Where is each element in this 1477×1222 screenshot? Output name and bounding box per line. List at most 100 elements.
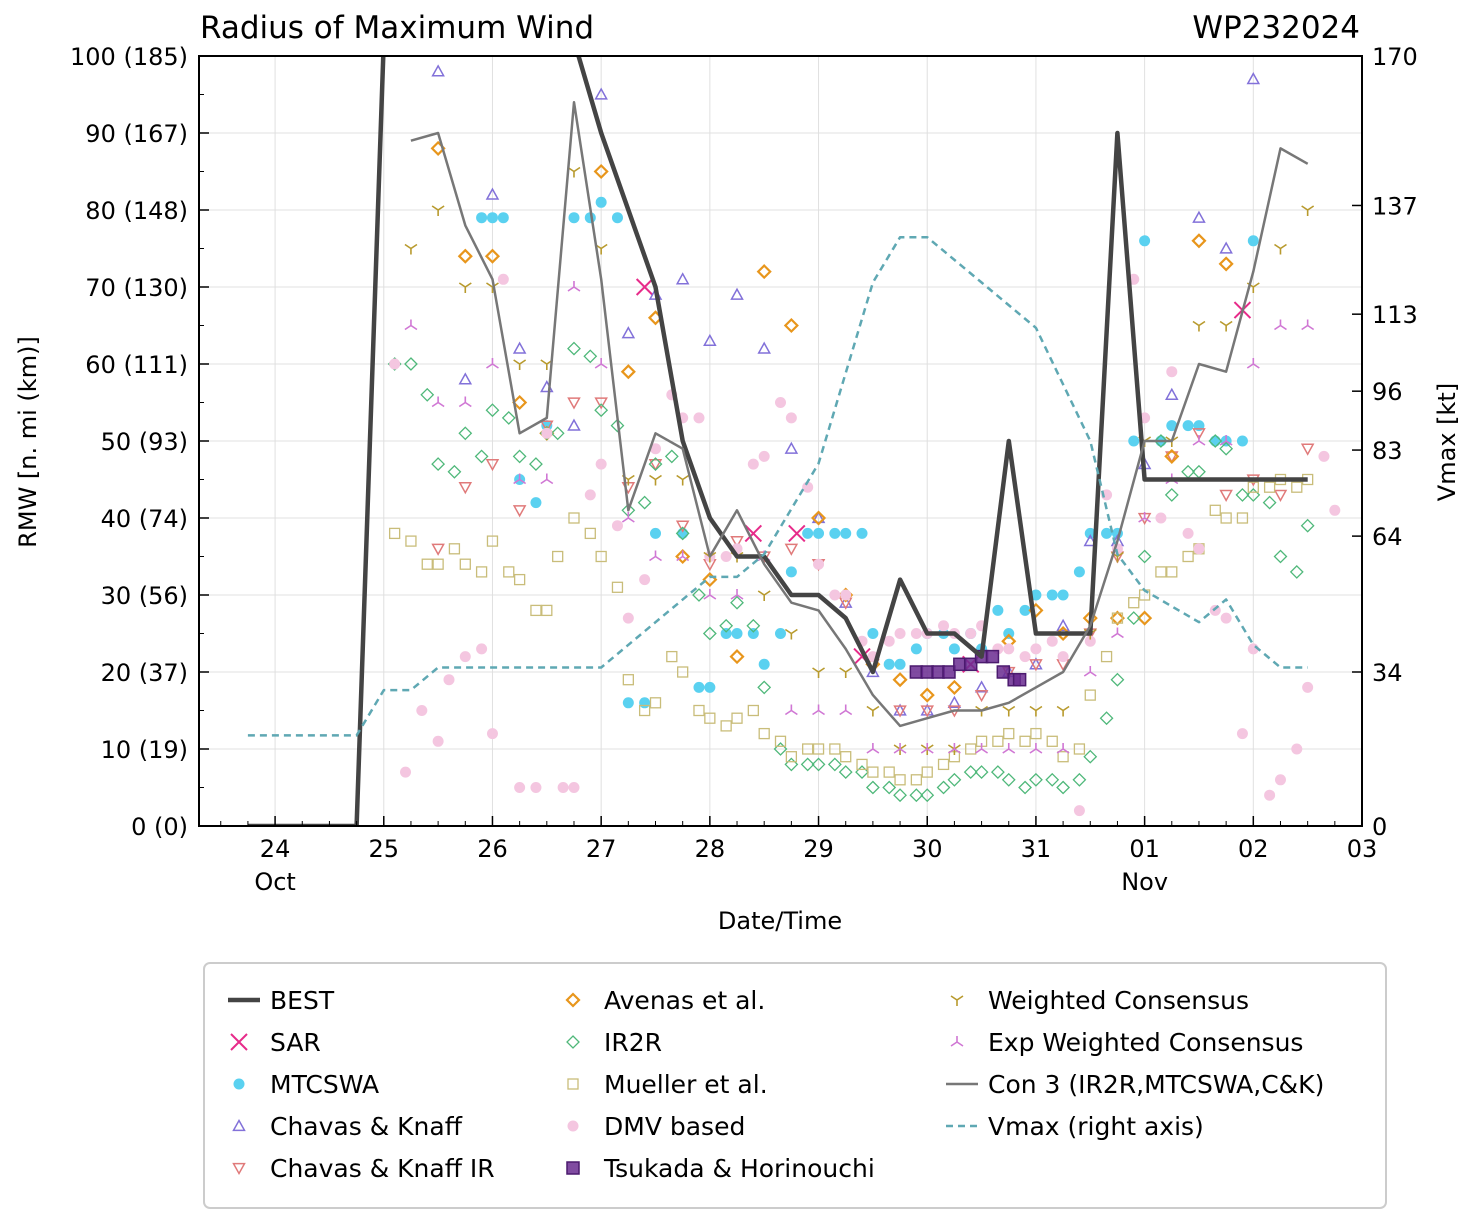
point-chavas-knaff — [485, 187, 500, 200]
point-chavas-knaff-ir — [594, 397, 608, 410]
point-avenas-et-al- — [593, 163, 609, 180]
point-ir2r — [773, 742, 788, 756]
x-tick-label: 03 — [1347, 835, 1378, 863]
point-ir2r — [692, 588, 706, 602]
point-chavas-knaff — [675, 272, 690, 285]
point-mueller-et-al- — [595, 550, 607, 563]
point-ir2r — [664, 449, 679, 464]
point-chavas-knaff-ir — [431, 543, 445, 556]
point-ir2r — [838, 765, 853, 780]
point-mtcswa — [595, 196, 607, 208]
point-chavas-knaff — [431, 64, 445, 77]
point-exp-weighted-consensus — [975, 743, 989, 754]
point-mueller-et-al- — [432, 558, 444, 570]
point-mueller-et-al- — [541, 604, 553, 617]
point-dmv-based — [1182, 527, 1194, 539]
legend-item: SAR — [230, 1028, 321, 1057]
point-mtcswa — [731, 628, 743, 639]
legend-swatch — [567, 1078, 579, 1090]
point-weighted-consensus — [513, 359, 527, 370]
point-mueller-et-al- — [1236, 512, 1249, 524]
point-mtcswa — [530, 497, 542, 509]
point-exp-weighted-consensus — [1110, 627, 1124, 639]
legend-label: DMV based — [604, 1112, 745, 1141]
legend: BEST SAR MTCSWA Chavas & Knaff Chavas & Knaf… — [203, 962, 1387, 1209]
point-mueller-et-al- — [731, 712, 743, 724]
point-mueller-et-al- — [475, 566, 488, 578]
point-mtcswa — [541, 420, 553, 432]
point-mtcswa — [1236, 435, 1248, 447]
point-mueller-et-al- — [910, 774, 923, 786]
legend-swatch — [232, 1118, 246, 1132]
point-weighted-consensus — [947, 744, 961, 755]
legend-swatch — [566, 1035, 580, 1049]
point-exp-weighted-consensus — [947, 743, 961, 754]
point-dmv-based — [775, 397, 786, 408]
y-tick-label: 10 (19) — [101, 736, 188, 764]
point-ir2r — [648, 457, 663, 472]
point-weighted-consensus — [458, 282, 472, 293]
point-dmv-based — [813, 558, 825, 570]
point-dmv-based — [1003, 643, 1015, 655]
point-weighted-consensus — [812, 667, 825, 678]
point-mueller-et-al- — [802, 743, 814, 755]
legend-swatch — [233, 1078, 245, 1090]
point-dmv-based — [650, 443, 662, 455]
legend-swatch — [567, 1120, 579, 1132]
point-mtcswa — [611, 212, 623, 224]
legend-label: Mueller et al. — [604, 1070, 768, 1099]
point-ir2r — [1208, 434, 1223, 448]
point-ir2r — [1246, 487, 1261, 502]
y-axis-title: RMW [n. mi (km)] — [14, 336, 42, 548]
legend-swatch — [232, 1162, 246, 1176]
point-dmv-based — [840, 589, 852, 601]
legend-label: IR2R — [604, 1028, 662, 1057]
point-ir2r — [936, 780, 951, 795]
point-mueller-et-al- — [785, 751, 798, 763]
legend-label: SAR — [270, 1028, 321, 1057]
legend-swatch — [566, 1161, 580, 1175]
point-mtcswa — [720, 628, 732, 639]
point-ir2r — [474, 449, 489, 464]
point-dmv-based — [1030, 643, 1042, 655]
point-dmv-based — [1220, 612, 1232, 624]
point-mtcswa — [802, 527, 814, 539]
y-tick-label: 20 (37) — [101, 659, 188, 687]
point-ir2r — [920, 788, 935, 803]
point-ir2r — [1110, 672, 1125, 687]
x-tick-label: 30 — [912, 835, 943, 863]
line-vmax-right-axis- — [247, 235, 1308, 737]
point-tsukada-horinouchi — [996, 665, 1011, 679]
point-ir2r — [420, 387, 435, 402]
point-tsukada-horinouchi — [942, 665, 956, 679]
point-exp-weighted-consensus — [703, 589, 717, 600]
point-weighted-consensus — [1274, 243, 1287, 255]
point-weighted-consensus — [920, 744, 934, 755]
point-chavas-knaff-ir — [1029, 659, 1043, 672]
point-dmv-based — [622, 612, 634, 624]
point-ir2r — [458, 426, 473, 441]
point-chavas-knaff — [703, 333, 717, 347]
y-tick-label: 0 (0) — [131, 813, 188, 841]
point-chavas-knaff — [1192, 210, 1206, 223]
point-mtcswa — [1019, 604, 1031, 616]
point-exp-weighted-consensus — [431, 396, 445, 408]
point-mtcswa — [948, 643, 960, 655]
point-dmv-based — [758, 450, 770, 462]
point-mtcswa — [747, 628, 759, 639]
point-mueller-et-al- — [568, 512, 580, 524]
point-avenas-et-al- — [756, 264, 772, 280]
point-dmv-based — [938, 620, 950, 632]
point-mueller-et-al- — [937, 758, 950, 771]
point-dmv-based — [1264, 789, 1276, 801]
point-mueller-et-al- — [1166, 566, 1178, 578]
point-mueller-et-al- — [1073, 743, 1086, 755]
y2-tick-label: 64 — [1372, 523, 1403, 551]
point-dmv-based — [459, 651, 471, 663]
legend-item: Weighted Consensus — [950, 986, 1249, 1015]
point-exp-weighted-consensus — [1219, 435, 1233, 446]
point-ir2r — [431, 457, 446, 472]
point-exp-weighted-consensus — [458, 396, 472, 408]
point-sar — [788, 524, 806, 543]
